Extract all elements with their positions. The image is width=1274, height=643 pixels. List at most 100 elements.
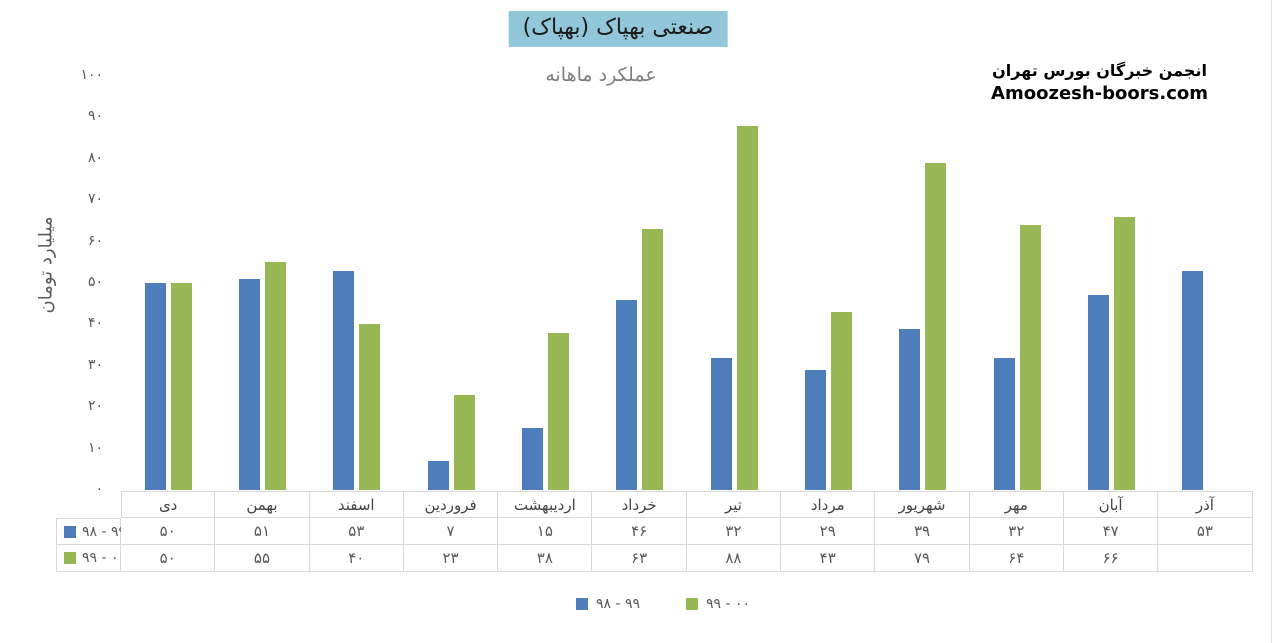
bar [830, 312, 852, 490]
chart-legend: ۹۸ - ۹۹ ۹۹ - ۰۰ [575, 596, 750, 612]
legend-key-square [64, 525, 76, 538]
category-slot [121, 75, 215, 490]
table-series-header: ۹۹ - ۰۰ [56, 545, 126, 572]
y-tick-label: ۱۰۰ [80, 67, 103, 83]
table-value-cell: ۱۵ [498, 518, 593, 545]
category-slot [687, 75, 781, 490]
y-tick-label: ۱۰ [87, 439, 103, 456]
category-slot [215, 75, 309, 490]
data-table: دی بهمن اسفند فروردین اردیبهشت خرداد تیر مرداد ش… [56, 491, 1253, 572]
table-month-header: بهمن [215, 491, 310, 518]
table-value-cell: ۵۳ [1158, 518, 1253, 545]
table-month-header: دی [121, 491, 216, 518]
series-name: ۹۸ - ۹۹ [82, 523, 127, 540]
table-value-cell: ۵۳ [309, 518, 404, 545]
table-month-header: اردیبهشت [498, 491, 593, 518]
bar [170, 283, 192, 490]
legend-key-square [575, 598, 588, 610]
bar [925, 163, 947, 490]
table-month-header: مرداد [781, 491, 876, 518]
table-value-cell: ۶۴ [969, 545, 1064, 572]
category-slot [404, 75, 498, 490]
table-month-header: تیر [686, 491, 782, 518]
legend-item: ۹۸ - ۹۹ [575, 596, 640, 612]
bar [710, 358, 732, 490]
bar [1182, 271, 1204, 490]
table-month-header: آذر [1158, 491, 1253, 518]
bar [1087, 295, 1109, 490]
legend-key-square [64, 552, 76, 564]
table-value-cell: ۳۸ [498, 545, 593, 572]
brand-website: Amoozesh-boors.com [991, 82, 1208, 104]
table-value-cell: ۳۲ [686, 518, 782, 545]
bar [521, 428, 543, 490]
bar [993, 358, 1015, 490]
bar [238, 279, 260, 490]
bar [427, 461, 449, 490]
bar [736, 126, 758, 490]
table-month-header: اسفند [309, 491, 404, 518]
table-value-cell: ۴۳ [781, 545, 876, 572]
table-value-cell: ۴۰ [309, 545, 404, 572]
category-slot [970, 75, 1064, 490]
table-value-cell: ۶۳ [592, 545, 687, 572]
table-value-cell: ۵۱ [215, 518, 310, 545]
chart-subtitle: عملکرد ماهانه [545, 64, 657, 86]
bar [144, 283, 166, 490]
y-tick-label: ۰ [95, 481, 103, 497]
y-tick-label: ۸۰ [87, 149, 103, 166]
bar [804, 370, 826, 490]
table-value-cell: ۶۶ [1063, 545, 1159, 572]
bar [1113, 217, 1135, 490]
category-slot [1064, 75, 1158, 490]
legend-key-square [686, 598, 698, 610]
category-slot [498, 75, 592, 490]
y-tick-label: ۷۰ [87, 191, 103, 208]
chart-right-border [1271, 0, 1272, 643]
bar [1019, 225, 1041, 490]
table-month-header: مهر [969, 491, 1064, 518]
category-slot [876, 75, 970, 490]
y-tick-label: ۲۰ [87, 398, 103, 415]
plot-area [121, 75, 1253, 490]
watermark-brand: انجمن خبرگان بورس تهران Amoozesh-boors.c… [991, 60, 1208, 106]
y-tick-label: ۵۰ [87, 274, 103, 290]
table-month-header: آبان [1063, 491, 1159, 518]
bar [616, 300, 638, 490]
table-value-cell: ۷۹ [875, 545, 970, 572]
legend-label: ۹۸ - ۹۹ [595, 596, 640, 612]
series-name: ۹۹ - ۰۰ [82, 550, 127, 566]
bar [333, 271, 355, 490]
legend-item: ۹۹ - ۰۰ [686, 596, 750, 612]
table-value-cell: ۵۰ [121, 545, 216, 572]
category-slot [593, 75, 687, 490]
table-value-cell: ۵۵ [215, 545, 310, 572]
category-slot [310, 75, 404, 490]
table-value-cell: ۳۲ [969, 518, 1064, 545]
category-slot [1159, 75, 1253, 490]
bar [453, 395, 475, 490]
brand-association-name: انجمن خبرگان بورس تهران [992, 61, 1207, 80]
bar [547, 333, 569, 490]
table-value-cell [1158, 545, 1253, 572]
chart-title: صنعتی بهپاک (بهپاک) [508, 11, 728, 48]
legend-label: ۹۹ - ۰۰ [706, 596, 751, 612]
table-value-cell: ۵۰ [121, 518, 216, 545]
category-slot [781, 75, 875, 490]
table-month-header: فروردین [403, 491, 499, 518]
bar [264, 262, 286, 490]
table-value-cell: ۴۷ [1063, 518, 1159, 545]
table-month-header: خرداد [592, 491, 687, 518]
table-month-header: شهریور [875, 491, 970, 518]
table-value-cell: ۸۸ [686, 545, 782, 572]
table-corner-cell [56, 491, 121, 518]
table-value-cell: ۲۹ [781, 518, 876, 545]
table-value-cell: ۲۳ [403, 545, 499, 572]
bar [642, 229, 664, 490]
y-tick-label: ۶۰ [87, 232, 103, 249]
bar [359, 324, 381, 490]
table-series-header: ۹۸ - ۹۹ [56, 518, 126, 545]
table-value-cell: ۳۹ [875, 518, 970, 545]
y-tick-label: ۹۰ [87, 108, 103, 125]
